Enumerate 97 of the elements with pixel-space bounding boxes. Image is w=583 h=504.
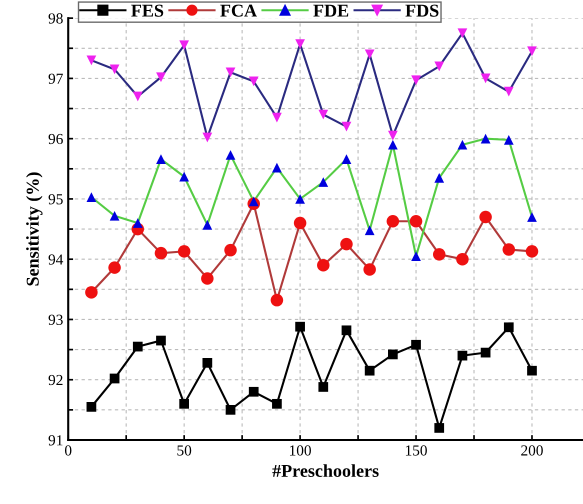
legend-label: FES — [131, 4, 164, 17]
legend-label: FDE — [313, 4, 348, 17]
point — [318, 382, 328, 392]
y-tick-label: 92 — [48, 374, 63, 386]
point — [85, 286, 98, 299]
point — [226, 405, 236, 415]
point — [342, 325, 352, 336]
point — [132, 218, 143, 228]
point — [434, 423, 444, 433]
point — [202, 358, 212, 368]
point — [526, 245, 538, 258]
point — [527, 46, 537, 56]
point — [456, 252, 469, 266]
point — [342, 122, 352, 132]
y-tick-label: 96 — [48, 134, 63, 144]
y-tick-label: 91 — [48, 435, 62, 446]
point — [479, 210, 492, 224]
y-tick-label: 97 — [48, 74, 63, 84]
legend-label: FDS — [405, 4, 438, 17]
legend-label: FCA — [220, 4, 257, 17]
point — [110, 210, 120, 221]
x-tick-label: 200 — [521, 445, 543, 456]
point — [270, 294, 284, 306]
point — [248, 76, 259, 86]
y-axis-title: Sensitivity (%) — [26, 172, 43, 286]
point — [458, 28, 468, 38]
point — [363, 263, 376, 276]
x-tick-label: 0 — [64, 445, 72, 456]
point — [226, 68, 236, 78]
point — [432, 248, 446, 261]
point — [386, 214, 400, 228]
y-tick-label: 95 — [48, 194, 63, 204]
point — [224, 244, 237, 256]
point — [248, 386, 259, 397]
point — [110, 64, 120, 74]
point — [458, 140, 468, 150]
point — [202, 132, 212, 142]
y-tick-label: 98 — [48, 13, 63, 24]
point — [318, 177, 328, 187]
point — [248, 196, 259, 206]
point — [504, 322, 514, 332]
point — [411, 251, 421, 262]
point — [340, 238, 353, 250]
x-tick-label: 100 — [290, 445, 311, 456]
point — [154, 246, 168, 260]
point — [411, 75, 421, 86]
point — [527, 212, 537, 222]
point — [202, 220, 212, 230]
point — [434, 61, 444, 72]
point — [110, 374, 120, 384]
x-axis-title: #Preschoolers — [272, 464, 379, 477]
point — [480, 74, 490, 84]
point — [156, 154, 166, 164]
point — [132, 342, 143, 352]
point — [410, 214, 422, 228]
point — [86, 192, 96, 202]
point — [480, 348, 490, 358]
point — [132, 92, 143, 102]
point — [388, 350, 398, 360]
point — [364, 225, 375, 236]
point — [156, 336, 166, 346]
point — [295, 39, 305, 49]
point — [458, 350, 468, 360]
point — [179, 172, 190, 182]
point — [480, 134, 490, 144]
point — [86, 402, 96, 412]
point — [272, 398, 282, 409]
point — [504, 86, 514, 97]
point — [295, 322, 305, 332]
point — [294, 216, 306, 230]
x-tick-label: 50 — [177, 445, 192, 456]
point — [272, 162, 282, 172]
point — [272, 112, 282, 122]
point — [156, 72, 166, 82]
point — [201, 272, 214, 285]
point — [364, 366, 375, 376]
point — [86, 55, 96, 66]
point — [179, 40, 190, 50]
point — [388, 140, 398, 150]
point — [179, 398, 190, 409]
point — [434, 172, 444, 183]
point — [295, 194, 305, 204]
point — [108, 261, 121, 274]
point — [178, 245, 190, 258]
y-tick-label: 93 — [48, 314, 63, 325]
point — [342, 154, 352, 164]
point — [502, 243, 516, 256]
x-tick-label: 150 — [406, 445, 427, 456]
y-tick-label: 94 — [48, 254, 64, 265]
point — [364, 49, 375, 60]
point — [226, 150, 236, 160]
point — [388, 130, 398, 141]
point — [504, 135, 514, 145]
point — [411, 340, 421, 350]
point — [527, 366, 537, 376]
point — [317, 258, 330, 272]
point — [318, 110, 328, 120]
